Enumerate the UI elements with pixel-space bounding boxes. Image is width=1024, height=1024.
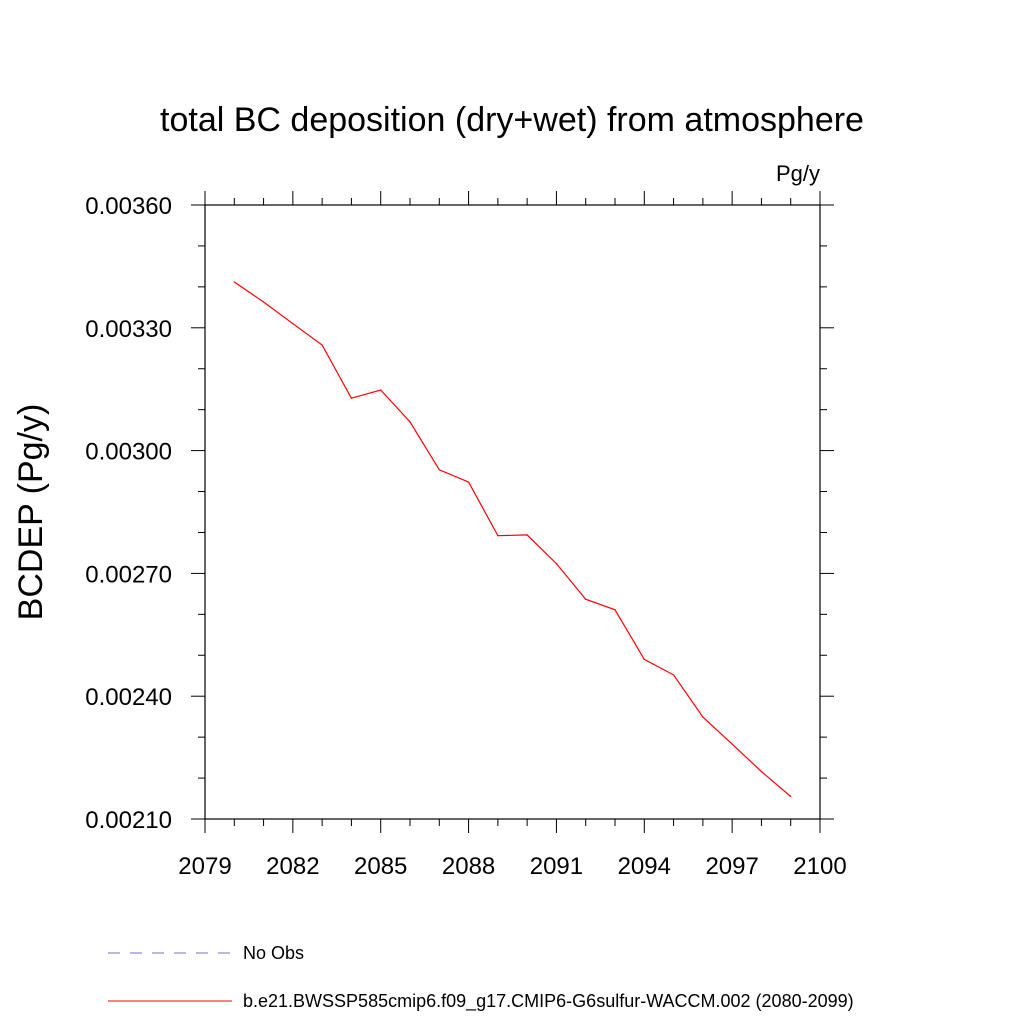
y-axis-label: BCDEP (Pg/y) (12, 404, 50, 621)
series-layer (233, 281, 792, 798)
data-point (467, 481, 470, 483)
y-tick-label: 0.00330 (85, 316, 172, 343)
data-point (643, 658, 645, 660)
x-tick-label: 2091 (530, 853, 583, 880)
x-tick-label: 2088 (442, 853, 495, 880)
data-point (292, 323, 294, 325)
data-point (497, 535, 499, 537)
x-tick-label: 2097 (705, 853, 758, 880)
y-tick-label: 0.00240 (85, 684, 172, 711)
legend-label-no-obs: No Obs (243, 943, 304, 963)
x-tick-label: 2100 (793, 853, 846, 880)
y-tick-label: 0.00300 (85, 439, 172, 466)
y-tick-label: 0.00270 (85, 561, 172, 588)
y-axis: 0.00210 0.00240 0.00270 0.00300 0.00330 0.003… (85, 193, 834, 834)
y-tick-label: 0.00210 (85, 807, 172, 834)
legend: No Obs b.e21.BWSSP585cmip6.f09_g17.CMIP6… (108, 943, 854, 1012)
data-point (614, 609, 616, 611)
data-point (672, 674, 675, 676)
x-tick-label: 2082 (266, 853, 319, 880)
data-point (262, 301, 265, 303)
data-point (321, 344, 323, 346)
x-tick-label: 2094 (618, 853, 671, 880)
data-point (731, 743, 733, 745)
data-point (409, 421, 411, 423)
data-point (438, 469, 440, 471)
data-point (350, 397, 353, 399)
data-point (233, 281, 235, 283)
data-point (555, 562, 558, 565)
x-axis: 2079 2082 2085 2088 2091 2094 2097 2100 (178, 191, 847, 880)
units-label: Pg/y (776, 161, 820, 186)
data-point (585, 598, 587, 600)
x-tick-label: 2079 (178, 853, 231, 880)
plot-frame (204, 204, 821, 820)
data-point (760, 770, 763, 773)
x-tick-label: 2085 (354, 853, 407, 880)
data-point (380, 389, 382, 391)
data-point (702, 716, 704, 718)
legend-label-model: b.e21.BWSSP585cmip6.f09_g17.CMIP6-G6sulf… (243, 991, 854, 1012)
chart-title: total BC deposition (dry+wet) from atmos… (160, 101, 864, 139)
y-tick-label: 0.00360 (85, 193, 172, 220)
data-point (790, 795, 792, 798)
data-point (526, 534, 528, 536)
series-line-0 (233, 281, 792, 797)
